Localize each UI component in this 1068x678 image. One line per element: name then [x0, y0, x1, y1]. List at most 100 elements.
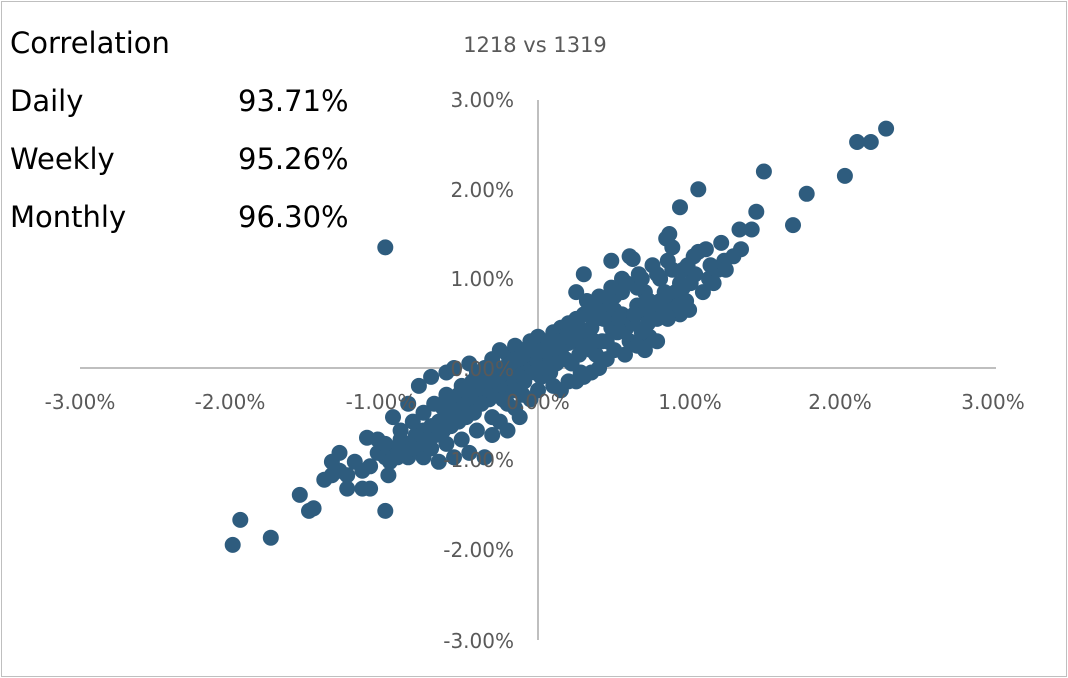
scatter-point	[534, 342, 551, 359]
scatter-point	[446, 360, 462, 376]
scatter-point	[392, 422, 409, 439]
correlation-heading: Correlation	[10, 26, 170, 60]
scatter-point	[641, 293, 658, 309]
scatter-point	[743, 221, 760, 238]
scatter-point	[505, 382, 522, 399]
scatter-point	[583, 319, 600, 336]
correlation-row-monthly: Monthly 96.30%	[10, 200, 370, 258]
scatter-point	[690, 181, 707, 198]
x-tick-label: -3.00%	[45, 390, 116, 414]
scatter-point	[224, 536, 241, 553]
scatter-point	[702, 257, 719, 274]
correlation-row-daily: Daily 93.71%	[10, 84, 370, 142]
x-tick-label: 1.00%	[658, 390, 722, 414]
scatter-point	[415, 404, 432, 421]
x-tick-label: -1.00%	[346, 390, 417, 414]
scatter-point	[430, 453, 447, 470]
scatter-point	[568, 284, 585, 301]
scatter-point	[849, 134, 866, 150]
scatter-point	[713, 234, 730, 251]
scatter-point	[438, 435, 455, 452]
scatter-point	[339, 480, 356, 497]
scatter-point	[617, 346, 633, 363]
scatter-point	[862, 134, 879, 150]
scatter-point	[410, 377, 427, 394]
scatter-point	[731, 221, 748, 238]
scatter-point	[301, 502, 317, 519]
scatter-point	[522, 391, 539, 408]
x-tick-label: -2.00%	[195, 390, 266, 414]
y-tick-label: 2.00%	[450, 178, 514, 202]
scatter-point	[656, 284, 673, 301]
x-tick-label: 2.00%	[808, 390, 872, 414]
x-tick-labels: -3.00% -2.00% -1.00% 0.00% 1.00% 2.00% 3…	[45, 390, 1025, 414]
scatter-point	[798, 185, 815, 202]
y-tick-label: 0.00%	[450, 357, 514, 381]
scatter-point	[591, 288, 608, 305]
scatter-point	[484, 427, 501, 443]
scatter-point	[346, 453, 363, 470]
scatter-point	[610, 310, 627, 327]
chart-title: 1218 vs 1319	[463, 33, 607, 57]
scatter-point	[494, 391, 511, 408]
scatter-point	[679, 257, 696, 274]
scatter-point	[461, 444, 478, 461]
x-tick-label: 3.00%	[961, 390, 1025, 414]
scatter-point	[516, 373, 533, 390]
scatter-point	[291, 486, 308, 503]
scatter-point	[575, 266, 592, 283]
scatter-point	[705, 275, 722, 292]
scatter-point	[438, 386, 455, 403]
correlation-panel: Correlation Daily 93.71% Weekly 95.26% M…	[10, 26, 370, 258]
scatter-point	[381, 453, 398, 470]
scatter-point	[755, 163, 772, 180]
correlation-label: Monthly	[10, 200, 127, 234]
correlation-row-weekly: Weekly 95.26%	[10, 142, 370, 200]
scatter-point	[511, 409, 528, 426]
correlation-heading-row: Correlation	[10, 26, 370, 84]
scatter-point	[404, 413, 421, 430]
scatter-point	[571, 346, 588, 363]
scatter-point	[568, 373, 585, 390]
scatter-point	[748, 203, 765, 220]
y-tick-label: -1.00%	[443, 448, 514, 472]
data-points	[224, 120, 895, 553]
correlation-label: Daily	[10, 84, 84, 118]
scatter-point	[453, 431, 470, 448]
scatter-point	[377, 435, 394, 452]
scatter-point	[603, 279, 620, 296]
correlation-value: 96.30%	[238, 200, 349, 234]
scatter-point	[232, 511, 249, 528]
scatter-point	[603, 252, 620, 269]
y-tick-label: -3.00%	[443, 629, 514, 653]
scatter-point	[331, 444, 348, 461]
scatter-point	[400, 395, 417, 412]
scatter-point	[526, 364, 543, 381]
y-tick-labels: 3.00% 2.00% 1.00% 0.00% -1.00% -2.00% -3…	[443, 88, 514, 653]
scatter-point	[262, 529, 279, 546]
scatter-point	[618, 275, 635, 292]
scatter-point	[836, 167, 853, 184]
y-tick-label: 1.00%	[450, 267, 514, 291]
scatter-point	[354, 480, 371, 497]
scatter-point	[468, 422, 485, 439]
scatter-point	[678, 293, 695, 309]
scatter-point	[499, 422, 516, 439]
scatter-point	[878, 120, 895, 137]
scatter-point	[624, 251, 641, 267]
scatter-point	[636, 342, 653, 359]
x-tick-label: 0.00%	[506, 390, 570, 414]
scatter-point	[658, 230, 675, 247]
scatter-point	[598, 333, 615, 350]
scatter-point	[446, 449, 462, 466]
scatter-point	[672, 199, 688, 216]
scatter-point	[672, 275, 688, 292]
correlation-label: Weekly	[10, 142, 115, 176]
y-tick-label: 3.00%	[450, 88, 514, 112]
scatter-point	[316, 471, 333, 488]
scatter-point	[423, 368, 440, 385]
scatter-point	[626, 306, 643, 323]
scatter-point	[377, 239, 394, 256]
scatter-point	[717, 261, 734, 278]
